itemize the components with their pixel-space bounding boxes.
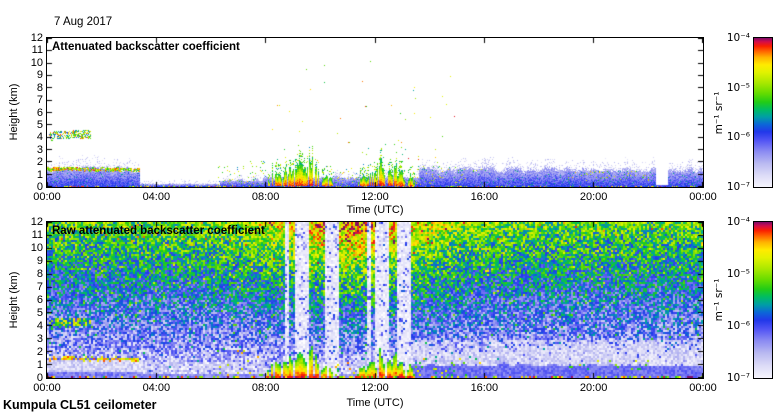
colorbar-unit-label-bottom: m⁻¹ sr⁻¹ bbox=[713, 278, 725, 322]
y-tick-label: 10 bbox=[30, 56, 43, 69]
y-tick-label: 6 bbox=[36, 106, 43, 119]
x-tick-label: 04:00 bbox=[142, 191, 171, 203]
x-tick-label: 00:00 bbox=[33, 191, 61, 203]
date-label: 7 Aug 2017 bbox=[54, 16, 113, 28]
y-tick-label: 7 bbox=[36, 94, 43, 107]
y-tick-label: 2 bbox=[36, 346, 43, 358]
y-tick-label: 11 bbox=[31, 44, 43, 57]
x-tick-label: 16:00 bbox=[470, 191, 499, 203]
colorbar-tick-label: 10⁻⁵ bbox=[726, 268, 750, 280]
instrument-label: Kumpula CL51 ceilometer bbox=[3, 398, 157, 412]
x-tick-label: 20:00 bbox=[579, 191, 608, 203]
y-tick-label: 3 bbox=[36, 333, 43, 345]
y-tick-label: 8 bbox=[36, 81, 43, 94]
x-tick-label: 12:00 bbox=[361, 382, 389, 394]
x-tick-label: 20:00 bbox=[579, 382, 608, 394]
x-axis-label-top: Time (UTC) bbox=[346, 204, 404, 216]
y-tick-label: 4 bbox=[36, 131, 43, 144]
colorbar-top bbox=[753, 37, 773, 188]
x-tick-label: 00:00 bbox=[689, 191, 717, 203]
colorbar-tick-label: 10⁻⁶ bbox=[726, 131, 750, 144]
y-tick-label: 8 bbox=[36, 268, 43, 280]
y-tick-label: 0 bbox=[36, 181, 43, 193]
colorbar-tick-label: 10⁻⁷ bbox=[726, 372, 750, 384]
y-tick-label: 5 bbox=[36, 118, 43, 131]
x-tick-label: 12:00 bbox=[361, 191, 389, 203]
panel-title-attenuated: Attenuated backscatter coefficient bbox=[52, 41, 240, 53]
y-tick-label: 1 bbox=[36, 168, 43, 181]
colorbar-tick-label: 10⁻⁴ bbox=[726, 32, 750, 44]
y-tick-label: 12 bbox=[30, 216, 43, 228]
colorbar-tick-label: 10⁻⁷ bbox=[726, 181, 750, 193]
y-tick-label: 7 bbox=[36, 281, 43, 293]
x-tick-label: 16:00 bbox=[470, 382, 499, 394]
attenuated-backscatter-heatmap bbox=[47, 38, 703, 187]
raw-backscatter-panel: Raw attenuated backscatter coefficient bbox=[46, 221, 704, 379]
raw-backscatter-heatmap bbox=[47, 222, 703, 378]
y-tick-label: 2 bbox=[36, 156, 43, 169]
y-tick-label: 5 bbox=[36, 307, 43, 319]
y-tick-label: 0 bbox=[36, 372, 43, 384]
y-tick-label: 9 bbox=[36, 255, 43, 267]
y-tick-label: 10 bbox=[30, 242, 43, 254]
y-tick-label: 3 bbox=[36, 143, 43, 156]
y-tick-label: 11 bbox=[31, 229, 43, 241]
colorbar-bottom bbox=[753, 221, 773, 379]
x-axis-label-bottom: Time (UTC) bbox=[346, 397, 404, 409]
colorbar-tick-label: 10⁻⁵ bbox=[726, 81, 750, 94]
colorbar-unit-label-top: m⁻¹ sr⁻¹ bbox=[713, 91, 725, 135]
x-tick-label: 00:00 bbox=[33, 382, 61, 394]
y-tick-label: 12 bbox=[30, 32, 43, 44]
y-tick-label: 6 bbox=[36, 294, 43, 306]
colorbar-tick-label: 10⁻⁴ bbox=[726, 216, 750, 228]
x-tick-label: 08:00 bbox=[251, 382, 280, 394]
x-tick-label: 04:00 bbox=[142, 382, 171, 394]
colorbar-tick-label: 10⁻⁶ bbox=[726, 320, 750, 332]
x-tick-label: 00:00 bbox=[689, 382, 717, 394]
x-tick-label: 08:00 bbox=[251, 191, 280, 203]
y-tick-label: 4 bbox=[36, 320, 43, 332]
panel-title-raw: Raw attenuated backscatter coefficient bbox=[52, 225, 265, 237]
attenuated-backscatter-panel: Attenuated backscatter coefficient bbox=[46, 37, 704, 188]
y-tick-label: 1 bbox=[36, 359, 43, 371]
y-tick-label: 9 bbox=[36, 69, 43, 82]
